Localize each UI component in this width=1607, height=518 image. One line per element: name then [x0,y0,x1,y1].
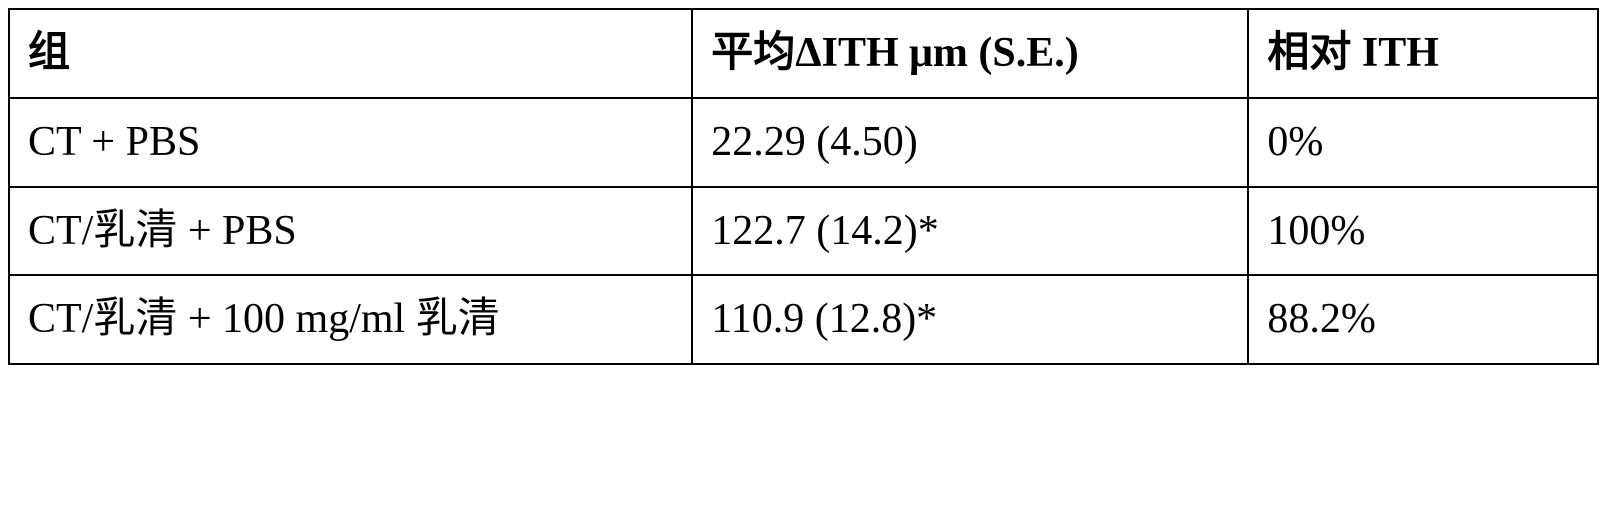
cell-group: CT/乳清 + 100 mg/ml 乳清 [9,275,692,364]
cell-group: CT/乳清 + PBS [9,187,692,276]
table-row: CT/乳清 + PBS 122.7 (14.2)* 100% [9,187,1598,276]
cell-relative: 0% [1248,98,1598,187]
column-header-group: 组 [9,9,692,98]
table-row: CT + PBS 22.29 (4.50) 0% [9,98,1598,187]
data-table: 组 平均ΔITH μm (S.E.) 相对 ITH CT + PBS 22.29… [8,8,1599,365]
cell-mean: 122.7 (14.2)* [692,187,1248,276]
cell-mean: 22.29 (4.50) [692,98,1248,187]
cell-group: CT + PBS [9,98,692,187]
table-row: CT/乳清 + 100 mg/ml 乳清 110.9 (12.8)* 88.2% [9,275,1598,364]
column-header-mean: 平均ΔITH μm (S.E.) [692,9,1248,98]
table-header-row: 组 平均ΔITH μm (S.E.) 相对 ITH [9,9,1598,98]
cell-relative: 88.2% [1248,275,1598,364]
cell-mean: 110.9 (12.8)* [692,275,1248,364]
column-header-relative: 相对 ITH [1248,9,1598,98]
cell-relative: 100% [1248,187,1598,276]
